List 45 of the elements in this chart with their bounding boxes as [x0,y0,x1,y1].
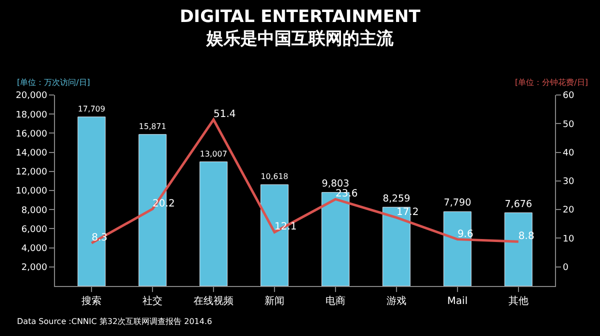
bar [78,116,106,286]
y2-tick-label: 40 [562,148,575,158]
y2-tick-label: 0 [562,262,569,273]
bar [504,212,532,286]
x-tick-label: 电商 [325,295,346,307]
y2-tick-label: 60 [562,91,575,102]
bar [200,162,228,286]
y-tick-label: 10,000 [16,186,48,197]
y2-tick-label: 30 [562,177,575,188]
data-label: 12.1 [274,222,297,233]
y2-tick-label: 20 [562,206,575,216]
y-tick-label: 6,000 [21,224,48,235]
x-tick-label: 社交 [142,295,163,307]
data-label: 51.4 [214,109,236,120]
y-tick-label: 12,000 [16,168,48,178]
y-tick-label: 16,000 [16,129,48,140]
data-label: 7,676 [504,198,532,210]
chart-title: DIGITAL ENTERTAINMENT [180,6,421,27]
x-tick-label: 游戏 [386,295,406,307]
y-tick-label: 14,000 [16,148,48,158]
data-label: 10,618 [260,172,288,182]
y2-tick-label: 10 [562,234,575,244]
bar [443,211,472,286]
data-label: 20.2 [152,198,175,210]
y-tick-label: 8,000 [21,206,48,216]
x-tick-label: 在线视频 [194,295,234,307]
chart-subtitle: 娱乐是中国互联网的主流 [206,28,394,49]
y2-axis-title: [单位：分钟花费/日] [515,78,588,87]
data-label: 17,709 [78,104,106,114]
data-label: 9,803 [322,178,350,190]
y2-tick-label: 50 [562,120,575,130]
data-label: 7,790 [444,198,472,209]
source-note: Data Source :CNNIC 第32次互联网调查报告 2014.6 [17,317,212,326]
y-tick-label: 20,000 [16,91,48,102]
y-tick-label: 2,000 [21,263,48,274]
y-tick-label: 4,000 [21,244,48,254]
x-tick-label: 其他 [508,295,528,307]
y-tick-label: 18,000 [16,110,48,120]
data-label: 8,259 [382,193,410,204]
y-axis-title: [单位：万次访问/日] [17,78,90,87]
x-tick-label: 新闻 [264,295,285,307]
data-label: 15,871 [138,122,166,132]
data-label: 13,007 [200,149,228,158]
x-tick-label: Mail [447,296,468,307]
x-tick-label: 搜索 [82,295,102,307]
